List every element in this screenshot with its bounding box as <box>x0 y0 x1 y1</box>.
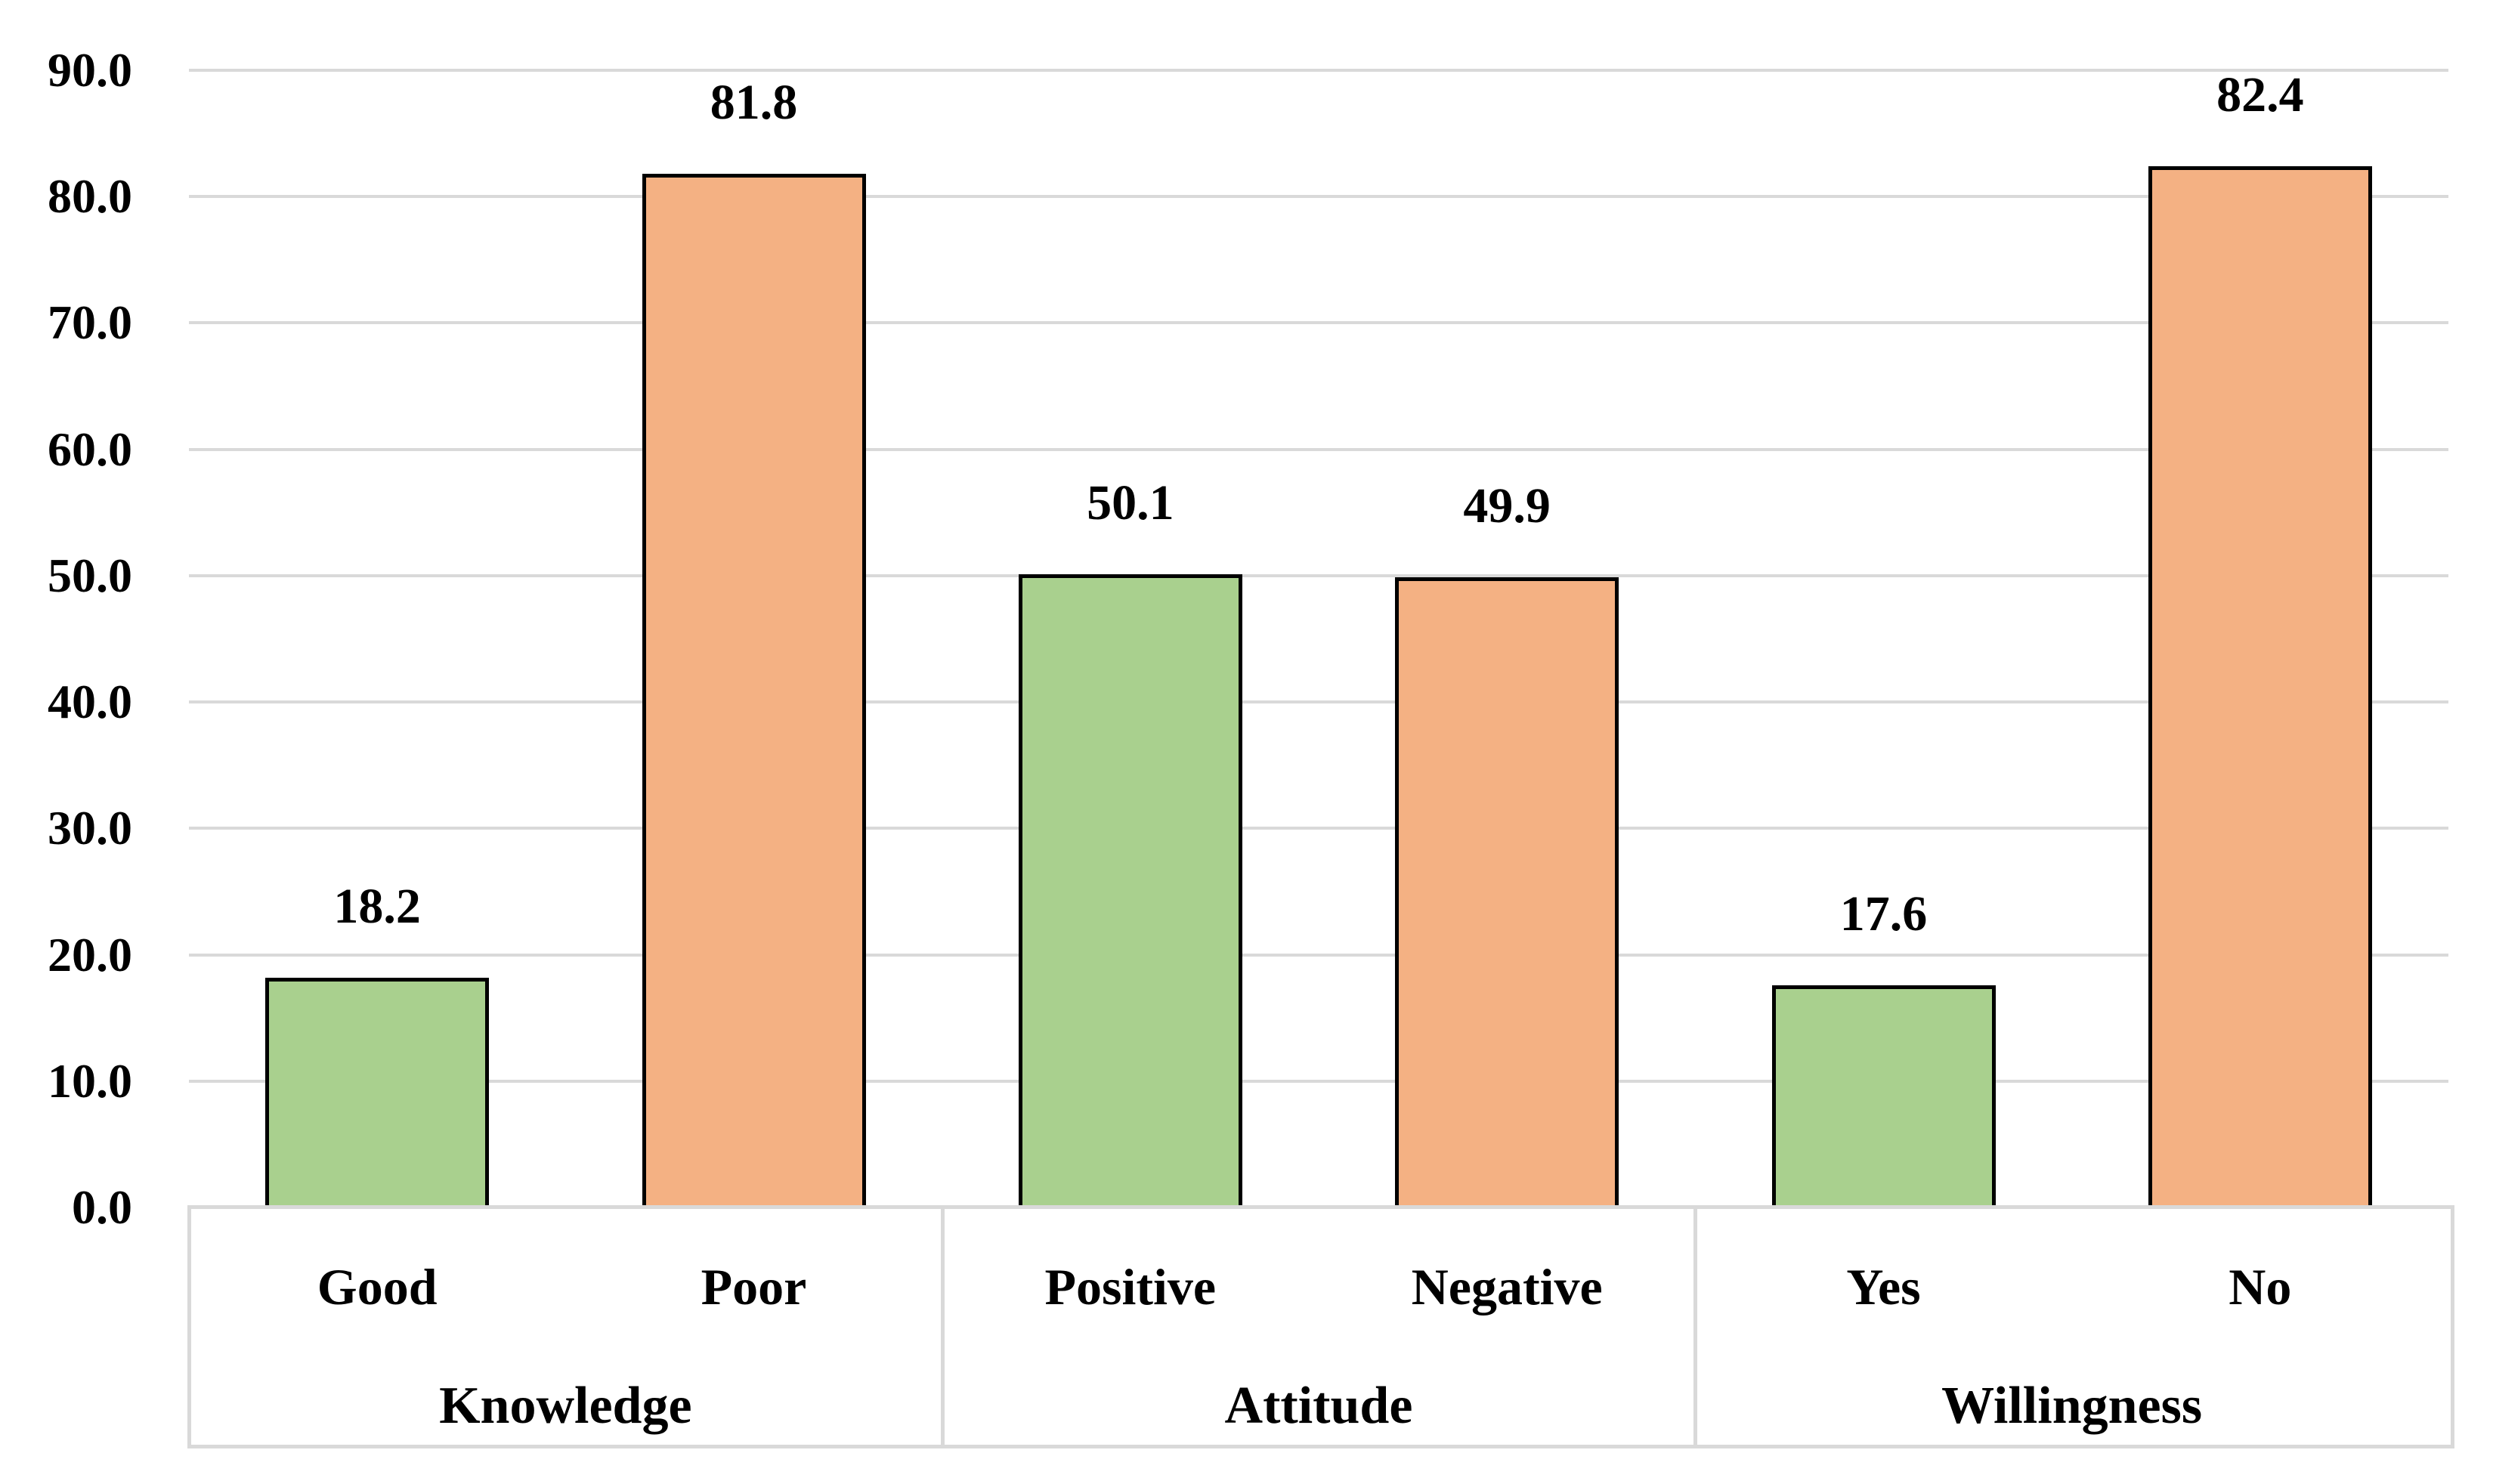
y-axis-tick-label-0-0: 0.0 <box>72 1180 132 1234</box>
y-axis-tick-label-70-0: 70.0 <box>48 295 132 350</box>
category-label-negative: Negative <box>1411 1258 1603 1316</box>
bar-poor <box>642 174 866 1209</box>
bar-value-label-positive: 50.1 <box>1087 475 1174 531</box>
category-axis-box <box>187 1205 2454 1448</box>
group-label-attitude: Attitude <box>1224 1377 1413 1435</box>
group-label-knowledge: Knowledge <box>439 1377 692 1435</box>
gridline-10 <box>189 1079 2448 1083</box>
gridline-70 <box>189 321 2448 325</box>
category-label-good: Good <box>317 1258 438 1316</box>
y-axis-tick-label-60-0: 60.0 <box>48 422 132 476</box>
gridline-40 <box>189 700 2448 704</box>
bar-value-label-good: 18.2 <box>333 878 421 934</box>
category-label-poor: Poor <box>701 1258 807 1316</box>
y-axis-tick-label-20-0: 20.0 <box>48 927 132 982</box>
bar-value-label-yes: 17.6 <box>1839 886 1928 941</box>
gridline-50 <box>189 574 2448 577</box>
bar-no <box>2148 166 2372 1209</box>
gridline-80 <box>189 195 2448 199</box>
y-axis-tick-label-90-0: 90.0 <box>48 43 132 97</box>
bar-good <box>265 977 490 1209</box>
bar-value-label-poor: 81.8 <box>710 75 798 131</box>
group-label-willingness: Willingness <box>1941 1377 2203 1435</box>
bar-positive <box>1018 574 1242 1209</box>
bar-yes <box>1771 985 1996 1209</box>
bar-value-label-negative: 49.9 <box>1463 478 1551 533</box>
gridline-90 <box>189 69 2448 72</box>
category-label-positive: Positive <box>1044 1258 1217 1316</box>
category-label-yes: Yes <box>1846 1258 1921 1316</box>
y-axis-tick-label-80-0: 80.0 <box>48 169 132 224</box>
y-axis-tick-label-10-0: 10.0 <box>48 1053 132 1108</box>
y-axis-tick-label-30-0: 30.0 <box>48 801 132 855</box>
y-axis-tick-label-40-0: 40.0 <box>48 675 132 729</box>
bar-value-label-no: 82.4 <box>2216 67 2304 123</box>
gridline-30 <box>189 827 2448 830</box>
category-label-no: No <box>2229 1258 2292 1316</box>
bar-negative <box>1395 577 1619 1209</box>
category-group-divider-1 <box>940 1205 945 1448</box>
gridline-20 <box>189 953 2448 957</box>
y-axis-tick-label-50-0: 50.0 <box>48 548 132 602</box>
category-group-divider-2 <box>1693 1205 1698 1448</box>
gridline-60 <box>189 447 2448 451</box>
